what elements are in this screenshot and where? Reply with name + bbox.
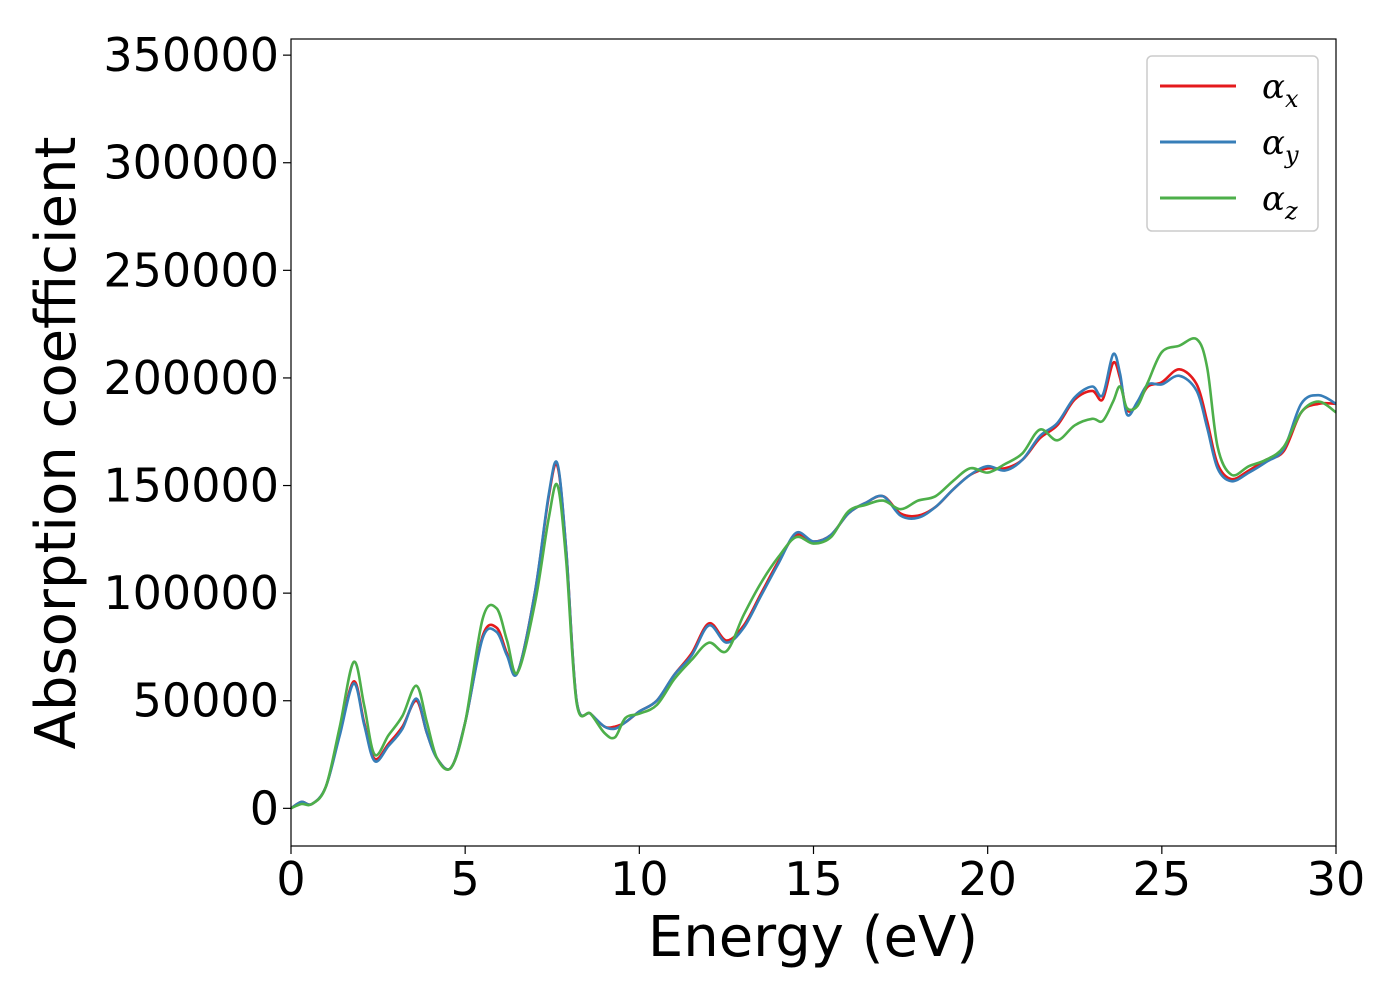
y-tick-label: 250000 — [103, 243, 279, 297]
y-tick-label: 200000 — [103, 351, 279, 405]
x-axis-ticks: 0 5 10 15 20 25 30 — [276, 846, 1365, 906]
x-tick-label: 5 — [451, 852, 480, 906]
legend-label-alpha-x: αx — [1262, 67, 1299, 113]
y-axis-ticks: 0 50000 100000 150000 200000 250000 300000 3500… — [103, 28, 291, 835]
y-tick-label: 50000 — [133, 674, 279, 728]
y-tick-label: 350000 — [103, 28, 279, 82]
x-tick-label: 10 — [610, 852, 669, 906]
y-tick-label: 300000 — [103, 136, 279, 190]
legend-label-alpha-z: αz — [1262, 179, 1298, 225]
x-tick-label: 0 — [276, 852, 305, 906]
legend-label-alpha-y: αy — [1262, 123, 1299, 169]
x-axis-label: Energy (eV) — [648, 905, 978, 970]
series-line-alpha-x — [290, 360, 1337, 810]
series-line-alpha-y — [290, 352, 1337, 810]
series-line-alpha-z — [290, 337, 1337, 810]
y-tick-label: 150000 — [103, 459, 279, 513]
x-tick-label: 25 — [1133, 852, 1192, 906]
y-axis-label: Absorption coefficient — [24, 137, 89, 750]
x-tick-label: 30 — [1307, 852, 1366, 906]
legend-entries: αx αy αz — [1160, 67, 1299, 225]
x-tick-label: 20 — [958, 852, 1017, 906]
y-tick-label: 0 — [250, 781, 279, 835]
x-tick-label: 15 — [784, 852, 843, 906]
legend: αx αy αz — [1146, 55, 1319, 232]
series-lines — [290, 337, 1337, 810]
y-tick-label: 100000 — [103, 566, 279, 620]
